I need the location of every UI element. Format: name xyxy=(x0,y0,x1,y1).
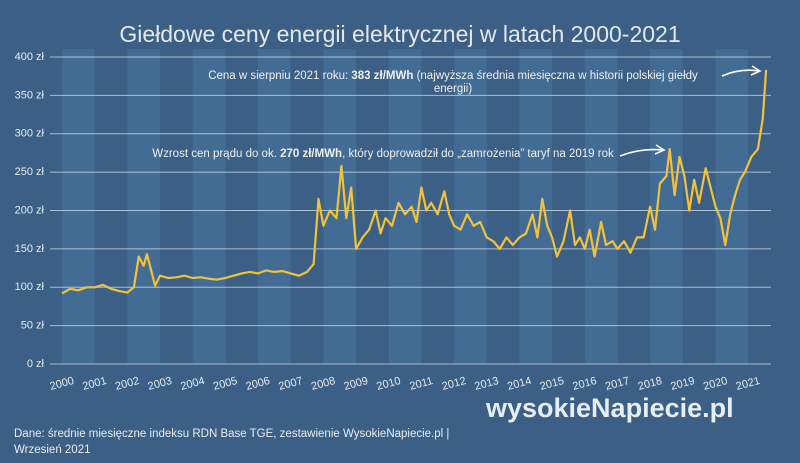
x-tick-label: 2019 xyxy=(669,375,696,393)
arrow xyxy=(619,144,666,157)
annotation-bold: 383 zł/MWh xyxy=(351,70,414,82)
annotation: Wzrost cen prądu do ok. 270 zł/MWh, któr… xyxy=(148,148,618,161)
chart-title: Giełdowe ceny energii elektrycznej w lat… xyxy=(119,21,680,47)
x-tick-label: 2021 xyxy=(735,375,762,393)
x-tick-label: 2013 xyxy=(473,375,500,393)
x-tick-label: 2012 xyxy=(441,375,468,393)
year-band xyxy=(127,49,161,364)
x-tick-label: 2020 xyxy=(702,375,729,393)
x-tick-label: 2000 xyxy=(49,375,76,393)
year-band xyxy=(323,49,357,364)
x-tick-label: 2009 xyxy=(343,375,370,393)
year-band xyxy=(62,49,95,364)
year-band xyxy=(258,49,291,364)
arrow xyxy=(721,65,762,77)
annotation-bold: 270 zł/MWh xyxy=(280,148,343,160)
x-tick-label: 2003 xyxy=(147,375,174,393)
y-tick-label: 50 zł xyxy=(21,320,45,332)
y-tick-label: 150 zł xyxy=(15,243,45,255)
source: Wrzesień 2021 xyxy=(14,444,91,456)
year-band xyxy=(192,49,226,364)
y-tick-label: 350 zł xyxy=(15,89,45,101)
year-band xyxy=(584,49,618,364)
x-tick-label: 2018 xyxy=(637,375,664,393)
x-tick-label: 2002 xyxy=(114,375,141,393)
year-band xyxy=(650,49,683,364)
x-tick-label: 2007 xyxy=(277,375,304,393)
y-tick-label: 0 zł xyxy=(27,358,45,370)
x-tick-label: 2008 xyxy=(310,375,337,393)
annotation-text: Wzrost cen prądu do ok. xyxy=(152,148,281,160)
y-tick-label: 300 zł xyxy=(15,128,45,140)
annotation: Cena w sierpniu 2021 roku: 383 zł/MWh (n… xyxy=(188,70,718,96)
x-tick-label: 2011 xyxy=(408,375,434,393)
x-tick-label: 2014 xyxy=(506,375,533,393)
x-tick-label: 2010 xyxy=(375,375,402,393)
year-band xyxy=(454,49,487,364)
annotation-text: Cena w sierpniu 2021 roku: xyxy=(208,70,352,82)
y-tick-label: 200 zł xyxy=(15,204,45,216)
year-band xyxy=(388,49,422,364)
x-tick-label: 2001 xyxy=(81,375,108,393)
x-tick-label: 2017 xyxy=(604,375,631,393)
y-tick-label: 250 zł xyxy=(15,166,45,178)
annotation-text: , który doprowadził do „zamrożenia” tary… xyxy=(342,148,614,160)
x-tick-label: 2006 xyxy=(245,375,272,393)
y-tick-label: 100 zł xyxy=(15,281,45,293)
logo: wysokieNapiecie.pl xyxy=(485,393,734,423)
y-tick-label: 400 zł xyxy=(15,51,45,63)
annotation-text: (najwyższa średnia miesięczna w historii… xyxy=(413,70,698,95)
x-tick-label: 2015 xyxy=(539,375,566,393)
x-tick-label: 2004 xyxy=(179,375,206,393)
x-tick-label: 2016 xyxy=(571,375,598,393)
x-tick-label: 2005 xyxy=(212,375,239,393)
price-line xyxy=(61,69,768,295)
year-band xyxy=(519,49,553,364)
source: Dane: średnie miesięczne indeksu RDN Bas… xyxy=(14,428,450,440)
